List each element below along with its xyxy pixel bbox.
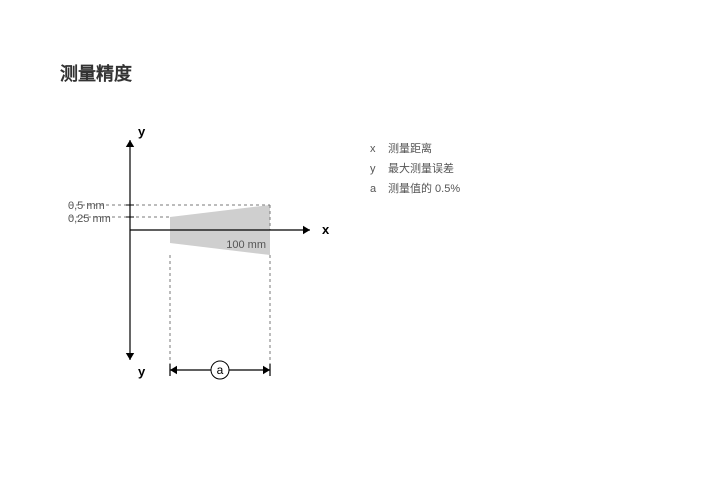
axis-label-y-top: y: [138, 124, 146, 139]
legend-key: x: [370, 143, 388, 155]
legend-key: y: [370, 163, 388, 175]
tick-label-05mm: 0,5 mm: [68, 200, 105, 212]
accuracy-diagram: 0,5 mm0,25 mm 100 mm y y x a: [60, 120, 340, 400]
tick-label-025mm: 0,25 mm: [68, 213, 111, 225]
axis-label-x: x: [322, 222, 330, 237]
axis-label-y-bottom: y: [138, 364, 146, 379]
legend-value: 最大测量误差: [388, 160, 454, 176]
legend-row: x 测量距离: [370, 140, 460, 156]
legend-row: y 最大测量误差: [370, 160, 460, 176]
page: 测量精度 x 测量距离 y 最大测量误差 a 测量值的 0.5% 0,5 mm0…: [0, 0, 720, 500]
page-title: 测量精度: [60, 60, 132, 86]
tick-label-100mm: 100 mm: [226, 239, 266, 251]
legend-value: 测量值的 0.5%: [388, 180, 460, 196]
diagram-container: 0,5 mm0,25 mm 100 mm y y x a: [60, 120, 340, 405]
legend-value: 测量距离: [388, 140, 432, 156]
legend-row: a 测量值的 0.5%: [370, 180, 460, 196]
legend: x 测量距离 y 最大测量误差 a 测量值的 0.5%: [370, 140, 460, 200]
legend-key: a: [370, 183, 388, 195]
dimension-label-a: a: [217, 363, 224, 377]
